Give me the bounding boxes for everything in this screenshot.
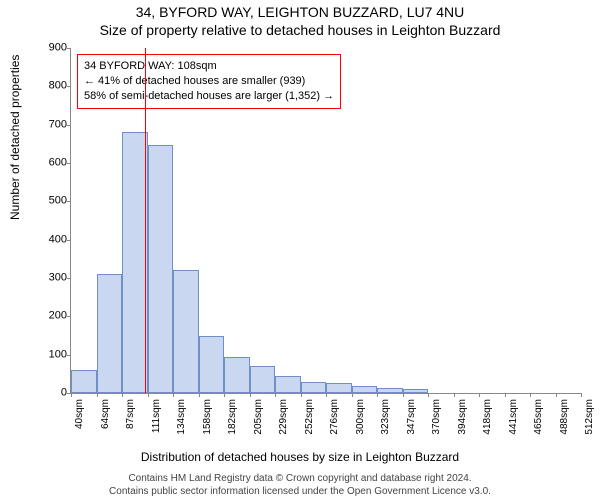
x-tick-label: 229sqm (278, 399, 289, 435)
histogram-bar (97, 274, 123, 393)
x-axis-label: Distribution of detached houses by size … (0, 450, 600, 464)
histogram-chart: 34 BYFORD WAY: 108sqm ← 41% of detached … (70, 48, 581, 394)
x-tick-mark (352, 393, 353, 397)
x-tick-mark (199, 393, 200, 397)
x-tick-label: 182sqm (227, 399, 238, 435)
page-title-address: 34, BYFORD WAY, LEIGHTON BUZZARD, LU7 4N… (0, 4, 600, 20)
histogram-bar (122, 132, 148, 393)
histogram-bar (301, 382, 327, 394)
x-tick-label: 488sqm (559, 399, 570, 435)
x-tick-label: 64sqm (100, 399, 111, 429)
x-tick-mark (250, 393, 251, 397)
x-tick-mark (428, 393, 429, 397)
x-tick-label: 441sqm (508, 399, 519, 435)
x-tick-label: 300sqm (355, 399, 366, 435)
histogram-bar (71, 370, 97, 393)
footer-attribution: Contains HM Land Registry data © Crown c… (0, 472, 600, 498)
y-tick-mark (67, 355, 71, 356)
y-tick-mark (67, 201, 71, 202)
x-tick-label: 111sqm (151, 399, 162, 433)
x-tick-mark (377, 393, 378, 397)
histogram-bar (224, 357, 250, 393)
x-tick-label: 205sqm (253, 399, 264, 435)
x-tick-mark (556, 393, 557, 397)
histogram-bar (250, 366, 276, 393)
histogram-bar (173, 270, 199, 393)
page-subtitle: Size of property relative to detached ho… (0, 22, 600, 38)
x-tick-mark (122, 393, 123, 397)
y-tick-mark (67, 240, 71, 241)
x-tick-label: 87sqm (125, 399, 136, 429)
x-tick-mark (275, 393, 276, 397)
histogram-bar (199, 336, 225, 394)
x-tick-label: 40sqm (74, 399, 85, 429)
x-tick-label: 370sqm (431, 399, 442, 435)
footer-line-2: Contains public sector information licen… (0, 485, 600, 498)
x-tick-label: 465sqm (533, 399, 544, 435)
x-tick-label: 418sqm (482, 399, 493, 435)
x-tick-mark (454, 393, 455, 397)
x-tick-label: 347sqm (406, 399, 417, 435)
x-tick-label: 512sqm (584, 399, 595, 435)
footer-line-1: Contains HM Land Registry data © Crown c… (0, 472, 600, 485)
x-tick-mark (326, 393, 327, 397)
histogram-bar (275, 376, 301, 393)
x-tick-mark (403, 393, 404, 397)
x-tick-mark (148, 393, 149, 397)
y-tick-mark (67, 86, 71, 87)
y-tick-mark (67, 125, 71, 126)
x-tick-label: 323sqm (380, 399, 391, 435)
x-tick-mark (479, 393, 480, 397)
info-line-2: ← 41% of detached houses are smaller (93… (84, 74, 334, 89)
histogram-bar (377, 388, 403, 393)
x-tick-mark (97, 393, 98, 397)
x-tick-mark (224, 393, 225, 397)
highlight-marker-line (145, 48, 146, 393)
info-line-3: 58% of semi-detached houses are larger (… (84, 89, 334, 104)
x-tick-mark (581, 393, 582, 397)
y-axis-label: Number of detached properties (8, 55, 22, 220)
x-tick-label: 252sqm (304, 399, 315, 435)
y-tick-mark (67, 278, 71, 279)
histogram-bar (352, 386, 378, 393)
x-tick-label: 134sqm (176, 399, 187, 435)
x-tick-mark (71, 393, 72, 397)
x-tick-mark (173, 393, 174, 397)
x-tick-mark (530, 393, 531, 397)
x-tick-mark (505, 393, 506, 397)
y-tick-mark (67, 163, 71, 164)
histogram-bar (403, 389, 429, 393)
x-tick-label: 158sqm (202, 399, 213, 435)
y-tick-mark (67, 316, 71, 317)
y-tick-mark (67, 48, 71, 49)
histogram-bar (148, 145, 174, 393)
histogram-bar (326, 383, 352, 393)
info-line-1: 34 BYFORD WAY: 108sqm (84, 59, 334, 74)
x-tick-mark (301, 393, 302, 397)
x-tick-label: 276sqm (329, 399, 340, 435)
highlight-info-box: 34 BYFORD WAY: 108sqm ← 41% of detached … (77, 54, 341, 109)
x-tick-label: 394sqm (457, 399, 468, 435)
